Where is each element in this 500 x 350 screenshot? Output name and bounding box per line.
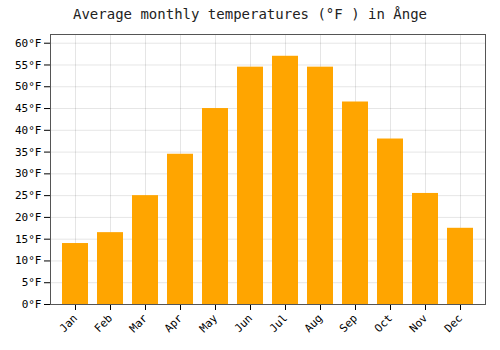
svg-text:Sep: Sep [337,312,360,335]
svg-text:20°F: 20°F [15,211,42,224]
svg-text:55°F: 55°F [15,59,42,72]
html-text:Average monthly temperatures (: Average monthly temperatures (°F ) in Ån… [73,6,427,22]
svg-text:Jan: Jan [57,312,80,335]
svg-text:25°F: 25°F [15,189,42,202]
svg-text:0°F: 0°F [22,298,42,311]
svg-text:45°F: 45°F [15,102,42,115]
svg-text:Jun: Jun [232,312,255,335]
svg-text:15°F: 15°F [15,233,42,246]
svg-text:60°F: 60°F [15,37,42,50]
svg-text:Nov: Nov [407,311,431,335]
svg-text:Jul: Jul [267,312,290,335]
svg-text:Dec: Dec [442,312,465,335]
svg-text:35°F: 35°F [15,146,42,159]
svg-text:10°F: 10°F [15,254,42,267]
svg-text:30°F: 30°F [15,167,42,180]
svg-text:50°F: 50°F [15,80,42,93]
svg-text:May: May [197,311,221,335]
svg-text:40°F: 40°F [15,124,42,137]
svg-text:Oct: Oct [372,312,395,335]
svg-text:5°F: 5°F [22,276,42,289]
svg-text:Feb: Feb [92,312,115,335]
svg-text:Mar: Mar [127,311,151,335]
svg-text:Aug: Aug [302,312,325,335]
svg-text:Apr: Apr [162,311,186,335]
